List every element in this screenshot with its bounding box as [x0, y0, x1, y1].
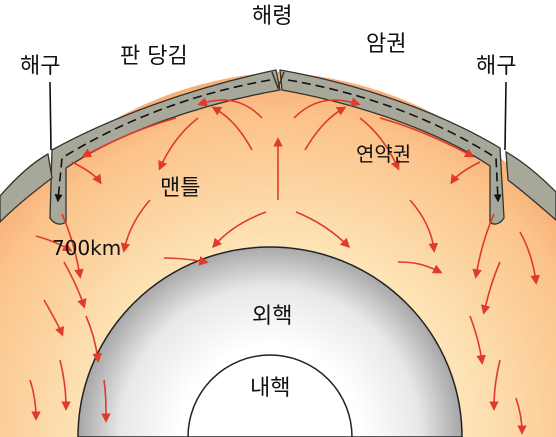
lithosphere-plate-right — [279, 69, 505, 225]
convection-arrow — [197, 97, 263, 119]
convection-arrow — [101, 379, 111, 423]
trench-pointer-right — [504, 81, 507, 151]
inner-core-label: 내핵 — [250, 376, 291, 401]
convection-arrow — [59, 359, 71, 411]
convection-arrow — [85, 315, 102, 363]
convection-arrow — [81, 117, 177, 158]
convection-arrow — [409, 199, 439, 253]
plate-arrow-left — [54, 79, 271, 203]
convection-arrow — [293, 97, 361, 119]
convection-arrow — [120, 199, 151, 253]
convection-arrow — [163, 256, 209, 266]
mantle-label: 맨틀 — [160, 176, 201, 201]
convection-arrow — [35, 235, 73, 252]
trench-label-left: 해구 — [20, 54, 61, 79]
convection-arrow — [211, 106, 253, 151]
trench-label-right: 해구 — [476, 54, 517, 79]
convection-arrow — [212, 211, 267, 249]
asthenosphere-label: 연약권 — [356, 142, 412, 166]
convection-arrow — [61, 213, 84, 279]
convection-arrow — [43, 299, 64, 337]
convection-arrow — [379, 117, 475, 158]
plate-motion-arrows — [54, 79, 502, 203]
overriding-plate-right — [505, 150, 556, 221]
depth-label: 700km — [52, 236, 122, 260]
convection-arrow — [450, 161, 481, 185]
convection-arrow — [295, 211, 351, 249]
inner-core — [187, 354, 353, 437]
convection-arrow — [359, 117, 400, 171]
convection-arrow — [469, 315, 486, 365]
convection-arrows — [29, 97, 540, 435]
convection-arrow — [29, 379, 41, 421]
ridge-label: 해령 — [252, 4, 293, 29]
convection-arrow — [515, 397, 527, 435]
convection-arrow — [158, 117, 199, 171]
ridge-notch — [271, 71, 285, 91]
plate-arrow-right — [287, 79, 502, 203]
trench-pointer-left — [49, 81, 52, 151]
plate-drag-label: 판 당김 — [120, 44, 188, 69]
lithosphere-plate-left — [49, 69, 281, 225]
overriding-plate-left — [0, 152, 53, 223]
convection-arrow — [63, 261, 87, 309]
convection-arrow — [519, 231, 540, 285]
convection-arrow — [397, 261, 443, 274]
convection-arrow — [480, 261, 501, 315]
convection-arrow — [304, 106, 347, 151]
convection-arrow — [489, 359, 501, 411]
lithosphere-label: 암권 — [366, 32, 407, 57]
convection-arrow — [472, 213, 495, 279]
convection-arrow — [71, 161, 102, 185]
outer-core-label: 외핵 — [252, 304, 293, 329]
outer-core — [77, 246, 463, 437]
